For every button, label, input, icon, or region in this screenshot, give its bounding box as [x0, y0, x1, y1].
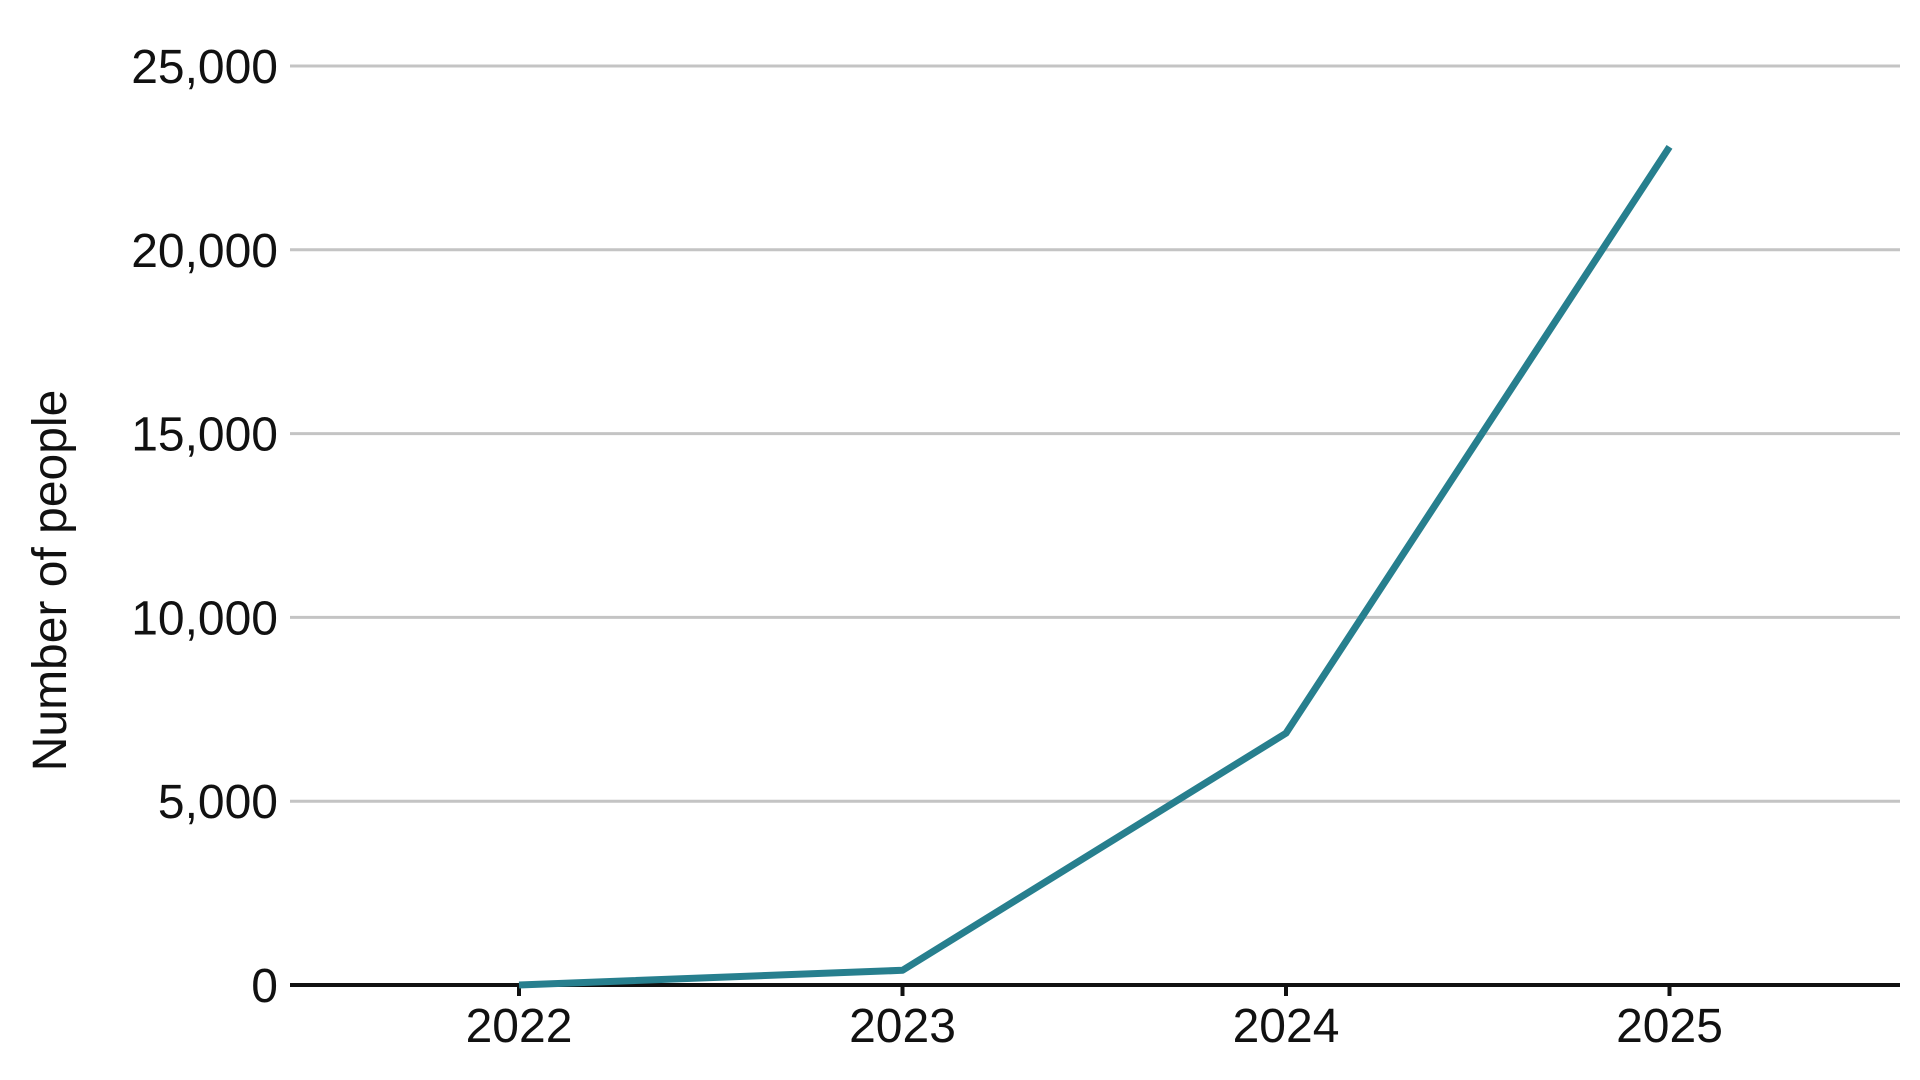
y-tick-label: 10,000 [131, 592, 278, 645]
y-tick-label: 15,000 [131, 409, 278, 462]
y-axis-title: Number of people [24, 390, 77, 772]
y-tick-label: 25,000 [131, 41, 278, 94]
y-tick-label: 5,000 [158, 776, 278, 829]
y-tick-label: 20,000 [131, 225, 278, 278]
x-tick-label: 2025 [1616, 1000, 1723, 1053]
series-line [518, 144, 1673, 989]
y-tick-label: 0 [251, 960, 278, 1013]
series-layer [518, 144, 1673, 989]
gridlines [290, 64, 1900, 803]
x-tick-label: 2022 [466, 1000, 573, 1053]
x-tick-label: 2023 [849, 1000, 956, 1053]
x-tick-label: 2024 [1233, 1000, 1340, 1053]
x-axis-ticks: 2022 2023 2024 2025 [466, 985, 1723, 1053]
y-axis-ticks: 0 5,000 10,000 15,000 20,000 25,000 [131, 41, 278, 1013]
